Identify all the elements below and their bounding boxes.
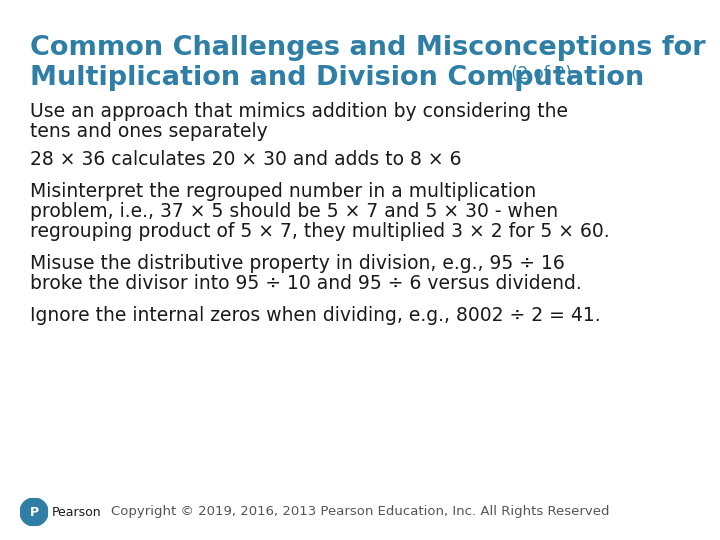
Text: Multiplication and Division Computation: Multiplication and Division Computation (30, 65, 644, 91)
Circle shape (20, 498, 48, 526)
Text: broke the divisor into 95 ÷ 10 and 95 ÷ 6 versus dividend.: broke the divisor into 95 ÷ 10 and 95 ÷ … (30, 274, 582, 293)
Text: Pearson: Pearson (52, 505, 102, 518)
Text: regrouping product of 5 × 7, they multiplied 3 × 2 for 5 × 60.: regrouping product of 5 × 7, they multip… (30, 222, 610, 241)
Text: Misuse the distributive property in division, e.g., 95 ÷ 16: Misuse the distributive property in divi… (30, 254, 564, 273)
Text: 28 × 36 calculates 20 × 30 and adds to 8 × 6: 28 × 36 calculates 20 × 30 and adds to 8… (30, 150, 462, 169)
Text: Misinterpret the regrouped number in a multiplication: Misinterpret the regrouped number in a m… (30, 182, 536, 201)
Text: Ignore the internal zeros when dividing, e.g., 8002 ÷ 2 = 41.: Ignore the internal zeros when dividing,… (30, 306, 600, 325)
Text: Copyright © 2019, 2016, 2013 Pearson Education, Inc. All Rights Reserved: Copyright © 2019, 2016, 2013 Pearson Edu… (111, 505, 609, 518)
Text: (2 of 2): (2 of 2) (506, 65, 572, 83)
Text: P: P (30, 505, 39, 518)
Text: Common Challenges and Misconceptions for: Common Challenges and Misconceptions for (30, 35, 706, 61)
Text: tens and ones separately: tens and ones separately (30, 122, 268, 141)
Text: problem, i.e., 37 × 5 should be 5 × 7 and 5 × 30 - when: problem, i.e., 37 × 5 should be 5 × 7 an… (30, 202, 558, 221)
Text: Use an approach that mimics addition by considering the: Use an approach that mimics addition by … (30, 102, 568, 121)
